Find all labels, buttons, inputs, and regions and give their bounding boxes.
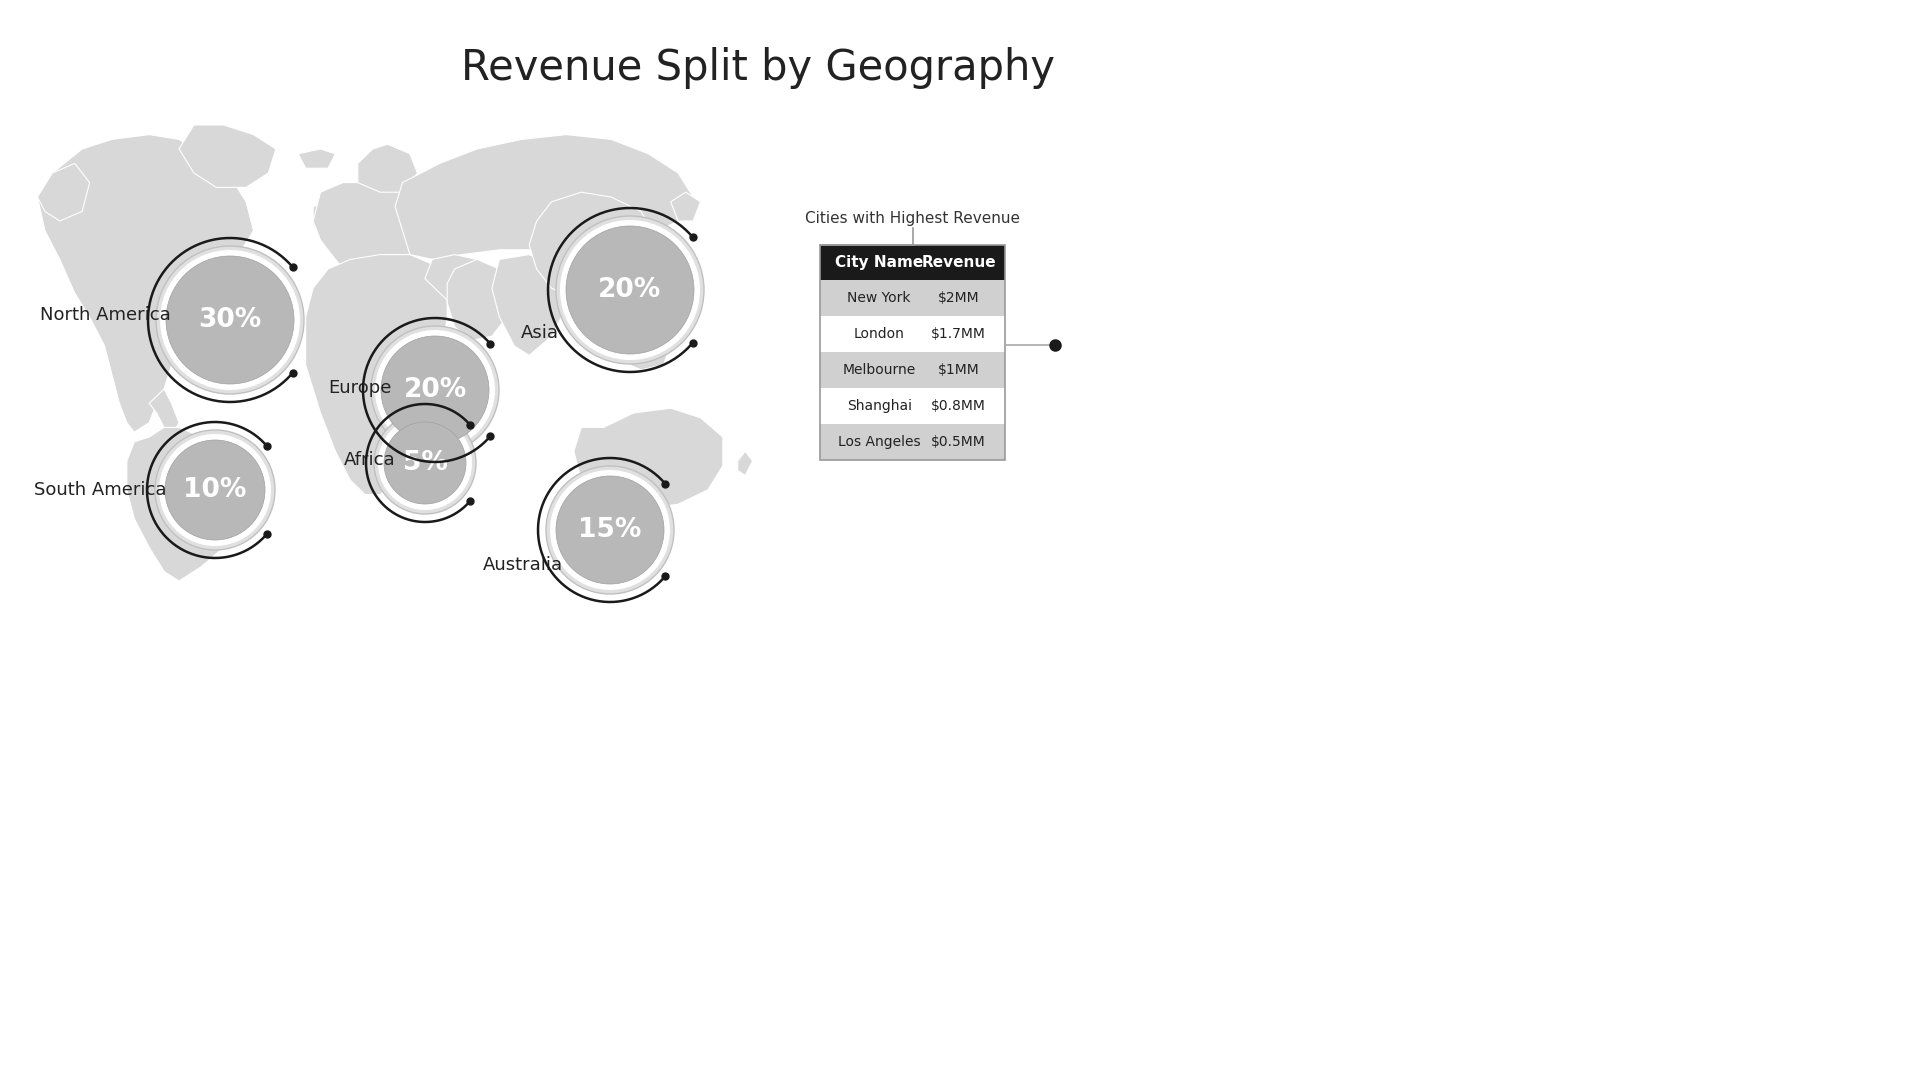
Polygon shape [447, 259, 515, 341]
Text: 10%: 10% [182, 477, 246, 503]
Bar [820, 388, 1004, 424]
Polygon shape [357, 145, 417, 192]
Bar [820, 245, 1004, 460]
Text: $1.7MM: $1.7MM [931, 327, 987, 341]
Circle shape [384, 422, 467, 504]
Polygon shape [179, 125, 276, 188]
Polygon shape [38, 135, 253, 432]
Text: Europe: Europe [328, 379, 392, 397]
Circle shape [156, 430, 275, 550]
Bar [820, 424, 1004, 460]
Circle shape [165, 440, 265, 540]
Circle shape [561, 220, 701, 360]
Polygon shape [150, 389, 179, 437]
Polygon shape [492, 255, 566, 355]
Text: Los Angeles: Los Angeles [837, 435, 920, 449]
Text: 30%: 30% [198, 307, 261, 333]
Text: Africa: Africa [344, 451, 396, 469]
Bar [820, 280, 1004, 316]
Text: Revenue: Revenue [922, 255, 996, 270]
Text: Asia: Asia [520, 324, 559, 342]
Text: $2MM: $2MM [939, 291, 979, 305]
Circle shape [545, 465, 674, 594]
Text: Shanghai: Shanghai [847, 399, 912, 413]
Circle shape [380, 336, 490, 444]
Bar [820, 316, 1004, 352]
Polygon shape [305, 255, 447, 495]
Text: New York: New York [847, 291, 910, 305]
Text: 20%: 20% [403, 377, 467, 403]
Polygon shape [670, 192, 701, 221]
Polygon shape [313, 202, 336, 231]
Circle shape [557, 476, 664, 584]
Circle shape [378, 416, 472, 510]
Polygon shape [737, 451, 753, 475]
Text: South America: South America [35, 481, 167, 499]
Circle shape [159, 249, 300, 390]
Text: Australia: Australia [484, 556, 563, 573]
Circle shape [159, 434, 271, 546]
Polygon shape [641, 308, 678, 336]
Polygon shape [611, 298, 649, 326]
Polygon shape [618, 332, 670, 369]
Bar [820, 352, 1004, 388]
Circle shape [549, 470, 670, 590]
Polygon shape [127, 428, 246, 581]
Polygon shape [424, 255, 492, 318]
Text: City Name: City Name [835, 255, 924, 270]
Text: $0.8MM: $0.8MM [931, 399, 987, 413]
Circle shape [557, 216, 705, 364]
Polygon shape [313, 183, 432, 288]
Text: $0.5MM: $0.5MM [931, 435, 987, 449]
Text: 20%: 20% [599, 276, 662, 303]
Polygon shape [440, 375, 455, 413]
Text: London: London [854, 327, 904, 341]
Polygon shape [396, 135, 693, 259]
Bar [820, 245, 1004, 280]
Circle shape [374, 411, 476, 514]
Polygon shape [530, 192, 657, 298]
Circle shape [156, 246, 303, 394]
Text: 15%: 15% [578, 517, 641, 543]
Polygon shape [574, 408, 722, 509]
Text: Revenue Split by Geography: Revenue Split by Geography [461, 48, 1056, 89]
Text: Cities with Highest Revenue: Cities with Highest Revenue [804, 211, 1020, 226]
Circle shape [374, 330, 495, 450]
Text: North America: North America [40, 306, 171, 324]
Polygon shape [38, 163, 90, 221]
Text: $1MM: $1MM [937, 363, 979, 377]
Text: 5%: 5% [403, 450, 447, 476]
Text: Melbourne: Melbourne [843, 363, 916, 377]
Circle shape [371, 326, 499, 454]
Polygon shape [298, 149, 336, 168]
Circle shape [165, 256, 294, 384]
Circle shape [566, 226, 693, 354]
